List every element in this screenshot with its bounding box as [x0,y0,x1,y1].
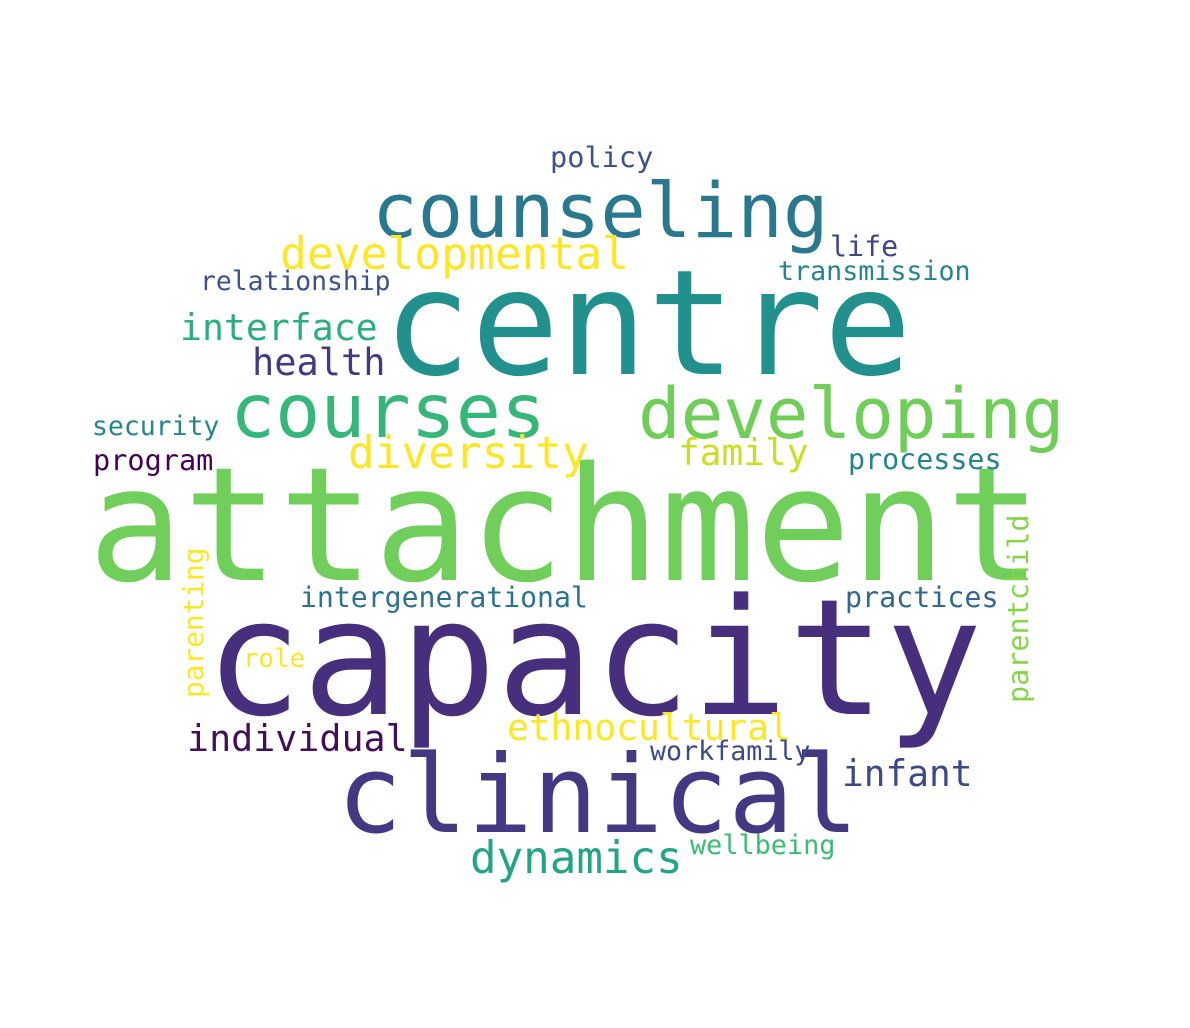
word-processes: processes [848,442,1002,476]
word-family: family [678,430,809,474]
word-dynamics: dynamics [470,832,683,884]
word-ethnocultural: ethnocultural [507,705,791,749]
word-security: security [92,410,220,442]
word-courses: courses [230,366,547,455]
word-workfamily: workfamily [650,735,811,767]
word-life: life [830,229,899,263]
word-clinical: clinical [337,730,859,858]
word-wellbeing: wellbeing [690,829,836,861]
word-health: health [252,340,386,384]
word-centre: centre [383,237,912,409]
word-practices: practices [845,580,999,614]
word-program: program [93,442,214,477]
word-policy: policy [550,139,654,174]
word-parentchild: parentchild [1001,514,1035,703]
word-parenting: parenting [177,547,211,698]
word-individual: individual [187,716,408,760]
word-intergenerational: intergenerational [300,580,588,614]
word-relationship: relationship [200,266,391,297]
word-developing: developing [638,371,1065,455]
word-role: role [243,644,306,675]
word-attachment: attachment [88,433,1042,618]
word-diversity: diversity [348,427,589,479]
word-counseling: counseling [372,167,829,256]
word-developmental: developmental [280,227,630,280]
word-capacity: capacity [205,565,983,754]
word-transmission: transmission [778,255,971,287]
word-interface: interface [180,305,378,349]
word-infant: infant [842,751,973,795]
